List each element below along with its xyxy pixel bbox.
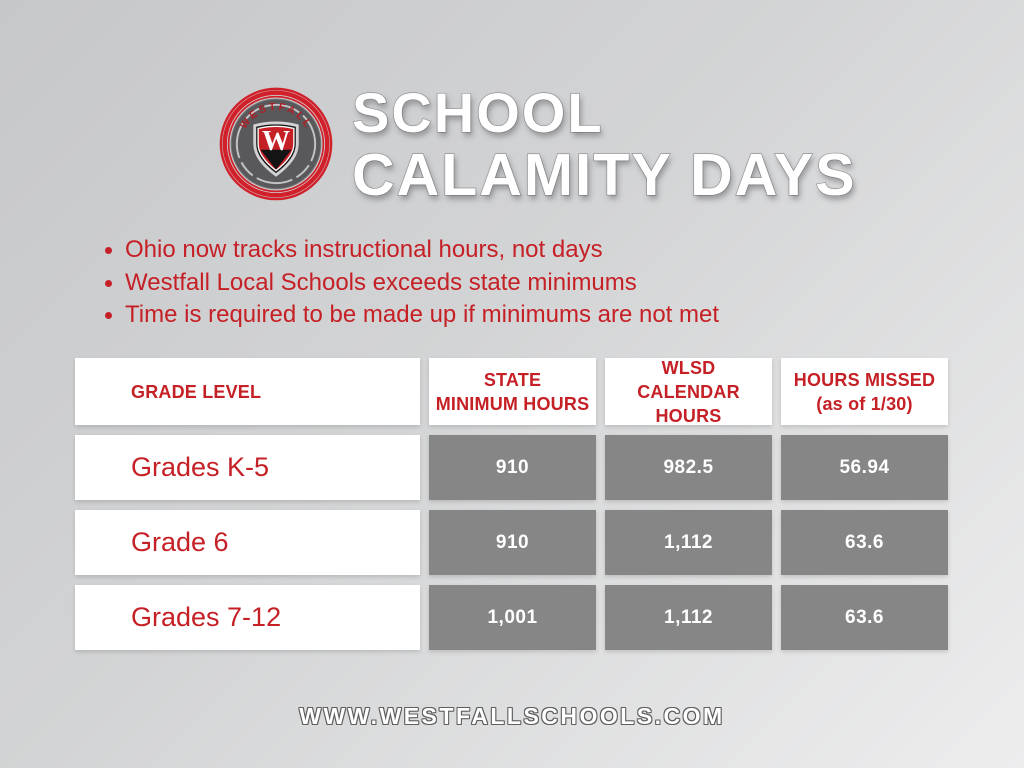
cell-value: 910: [495, 531, 530, 553]
bullet-dot-icon: [105, 279, 112, 287]
website-url: WWW.WESTFALLSCHOOLS.COM: [299, 703, 725, 729]
cell-value: 1,112: [664, 531, 713, 553]
bullet-item: Ohio now tracks instructional hours, not…: [103, 234, 943, 267]
bullet-text: Ohio now tracks instructional hours, not…: [125, 236, 603, 263]
cell-value: 63.6: [845, 531, 884, 553]
cell-value: 63.6: [845, 606, 884, 628]
header-hours-missed: HOURS MISSED (as of 1/30): [781, 358, 948, 425]
table-value-cell: 56.94: [781, 435, 948, 500]
title-line-1: SCHOOL: [351, 81, 604, 144]
header-text: WLSD: [661, 357, 716, 378]
header-text: HOURS MISSED: [793, 369, 936, 390]
header-text: MINIMUM HOURS: [435, 393, 590, 414]
table-value-cell: 1,112: [605, 585, 772, 650]
footer: WWW.WESTFALLSCHOOLS.COM: [0, 703, 1024, 730]
table-value-cell: 63.6: [781, 585, 948, 650]
westfall-w-monogram: W: [262, 126, 290, 157]
header-text: GRADE LEVEL: [131, 381, 262, 402]
header-grade-level: GRADE LEVEL: [75, 358, 420, 425]
cell-value: 1,001: [487, 606, 538, 628]
page-title: SCHOOL CALAMITY DAYS: [351, 81, 857, 208]
table-value-cell: 910: [429, 510, 596, 575]
cell-value: 910: [495, 456, 530, 478]
table-value-cell: 982.5: [605, 435, 772, 500]
table-row-grade-cell: Grades 7-12: [75, 585, 420, 650]
table-row-grade-cell: Grades K-5: [75, 435, 420, 500]
bullet-item: Time is required to be made up if minimu…: [103, 299, 943, 332]
bullet-dot-icon: [105, 247, 112, 254]
table-value-cell: 1,112: [605, 510, 772, 575]
grade-label: Grades K-5: [131, 452, 270, 482]
grade-label: Grade 6: [131, 527, 229, 557]
westfall-logo-icon: WESTFALL W: [218, 84, 334, 202]
header-text: STATE: [483, 369, 542, 390]
cell-value: 56.94: [839, 456, 890, 478]
bullet-text: Westfall Local Schools exceeds state min…: [125, 268, 637, 296]
header-text: (as of 1/30): [816, 393, 913, 414]
header-text: CALENDAR HOURS: [637, 381, 740, 426]
bullet-dot-icon: [105, 312, 112, 319]
title-line-2: CALAMITY DAYS: [351, 142, 857, 208]
grade-label: Grades 7-12: [131, 602, 282, 632]
cell-value: 982.5: [663, 456, 714, 478]
cell-value: 1,112: [664, 606, 713, 628]
hours-table: GRADE LEVEL STATE MINIMUM HOURS WLSD CAL…: [75, 358, 948, 650]
westfall-logo-svg: WESTFALL W: [219, 87, 333, 201]
table-value-cell: 63.6: [781, 510, 948, 575]
bullet-text: Time is required to be made up if minimu…: [125, 301, 720, 328]
table-value-cell: 1,001: [429, 585, 596, 650]
table-value-cell: 910: [429, 435, 596, 500]
table-row-grade-cell: Grade 6: [75, 510, 420, 575]
bullet-item: Westfall Local Schools exceeds state min…: [103, 267, 943, 300]
header-wlsd-calendar-hours: WLSD CALENDAR HOURS: [605, 357, 772, 426]
header-state-minimum-hours: STATE MINIMUM HOURS: [429, 358, 596, 425]
bullet-list: Ohio now tracks instructional hours, not…: [103, 234, 943, 332]
